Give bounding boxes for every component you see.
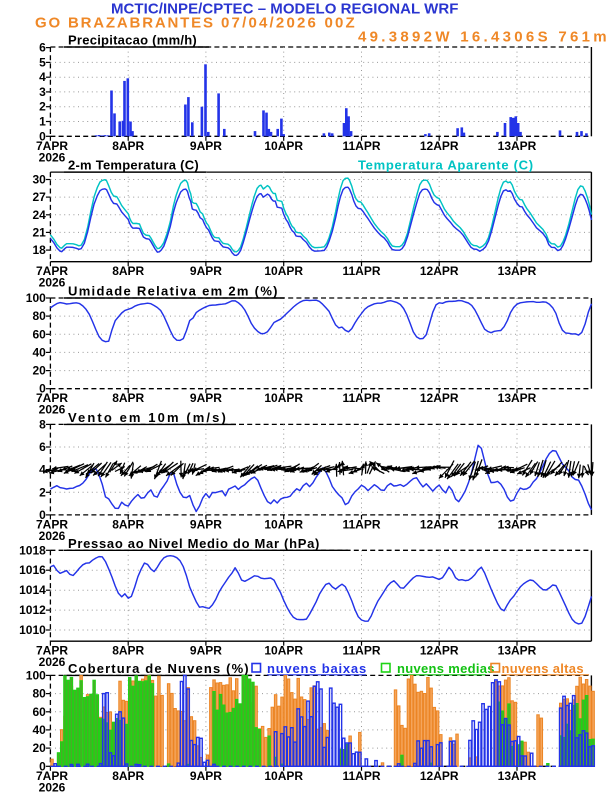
svg-text:21: 21 (32, 225, 46, 239)
svg-text:40: 40 (32, 723, 46, 737)
svg-text:GO BRAZABRANTES: GO BRAZABRANTES (35, 15, 215, 32)
svg-text:nuvens baixas: nuvens baixas (267, 661, 367, 676)
svg-text:2026: 2026 (39, 150, 66, 164)
svg-text:7APR: 7APR (36, 769, 68, 783)
svg-text:8APR: 8APR (112, 644, 144, 658)
svg-text:80: 80 (32, 687, 46, 701)
svg-text:0: 0 (39, 129, 46, 143)
svg-text:7APR: 7APR (36, 391, 68, 405)
svg-text:1010: 1010 (19, 623, 46, 637)
svg-text:7APR: 7APR (36, 139, 68, 153)
svg-text:13APR: 13APR (498, 139, 537, 153)
svg-text:07/04/2026 00Z: 07/04/2026 00Z (221, 15, 357, 32)
svg-text:10APR: 10APR (264, 644, 303, 658)
svg-text:11APR: 11APR (342, 644, 380, 658)
svg-text:3: 3 (39, 85, 46, 99)
svg-text:Cobertura de Nuvens (%): Cobertura de Nuvens (%) (68, 661, 250, 676)
svg-text:0: 0 (39, 759, 46, 773)
svg-text:10APR: 10APR (264, 139, 303, 153)
svg-text:8APR: 8APR (112, 391, 144, 405)
svg-text:10APR: 10APR (264, 769, 303, 783)
svg-text:Vento em 10m (m/s): Vento em 10m (m/s) (68, 410, 228, 425)
svg-text:0: 0 (39, 508, 46, 522)
svg-text:40: 40 (32, 345, 46, 359)
svg-text:80: 80 (32, 309, 46, 323)
svg-text:2026: 2026 (39, 529, 66, 543)
svg-text:9APR: 9APR (190, 139, 222, 153)
svg-text:Umidade Relativa em 2m (%): Umidade Relativa em 2m (%) (68, 284, 279, 299)
svg-text:5: 5 (39, 55, 46, 69)
svg-text:13APR: 13APR (498, 769, 537, 783)
svg-text:13APR: 13APR (498, 644, 537, 658)
svg-text:1012: 1012 (19, 603, 46, 617)
svg-text:11APR: 11APR (342, 391, 380, 405)
svg-text:4: 4 (39, 463, 46, 477)
svg-text:2: 2 (39, 485, 46, 499)
svg-text:12APR: 12APR (420, 139, 459, 153)
svg-text:2026: 2026 (39, 780, 66, 792)
svg-text:12APR: 12APR (420, 517, 459, 531)
svg-text:Precipitacao (mm/h): Precipitacao (mm/h) (68, 33, 197, 48)
svg-text:11APR: 11APR (342, 264, 380, 278)
svg-text:9APR: 9APR (190, 264, 222, 278)
svg-text:13APR: 13APR (498, 264, 537, 278)
svg-text:2-m Temperatura (C): 2-m Temperatura (C) (68, 158, 199, 173)
svg-text:6: 6 (39, 440, 46, 454)
svg-text:24: 24 (32, 208, 46, 222)
svg-text:2026: 2026 (39, 276, 66, 290)
svg-text:1014: 1014 (19, 583, 46, 597)
svg-text:9APR: 9APR (190, 517, 222, 531)
svg-text:11APR: 11APR (342, 139, 380, 153)
svg-text:1: 1 (39, 115, 46, 129)
svg-text:9APR: 9APR (190, 644, 222, 658)
svg-text:2026: 2026 (39, 655, 66, 669)
svg-text:8APR: 8APR (112, 769, 144, 783)
svg-text:12APR: 12APR (420, 264, 459, 278)
svg-text:13APR: 13APR (498, 391, 537, 405)
svg-text:12APR: 12APR (420, 644, 459, 658)
svg-text:7APR: 7APR (36, 644, 68, 658)
svg-text:8APR: 8APR (112, 264, 144, 278)
svg-text:11APR: 11APR (342, 769, 380, 783)
svg-text:27: 27 (32, 190, 46, 204)
svg-text:10APR: 10APR (264, 391, 303, 405)
svg-text:100: 100 (26, 668, 46, 682)
svg-text:4: 4 (39, 70, 46, 84)
svg-text:2026: 2026 (39, 403, 66, 417)
svg-text:60: 60 (32, 327, 46, 341)
svg-text:100: 100 (26, 291, 46, 305)
svg-text:MCTIC/INPE/CPTEC – MODELO REGI: MCTIC/INPE/CPTEC – MODELO REGIONAL WRF (111, 1, 458, 18)
svg-text:18: 18 (32, 243, 46, 257)
svg-text:Pressao ao Nivel Medio do Mar: Pressao ao Nivel Medio do Mar (hPa) (68, 536, 320, 551)
svg-text:nuvens medias: nuvens medias (397, 661, 495, 676)
svg-text:1016: 1016 (19, 563, 46, 577)
svg-text:10APR: 10APR (264, 264, 303, 278)
svg-text:20: 20 (32, 364, 46, 378)
svg-text:9APR: 9APR (190, 391, 222, 405)
svg-text:Temperatura Aparente (C): Temperatura Aparente (C) (358, 158, 534, 173)
svg-text:60: 60 (32, 705, 46, 719)
svg-text:6: 6 (39, 41, 46, 55)
svg-text:20: 20 (32, 741, 46, 755)
svg-text:11APR: 11APR (342, 517, 380, 531)
svg-text:49.3892W 16.4306S 761m: 49.3892W 16.4306S 761m (358, 29, 610, 46)
svg-text:8APR: 8APR (112, 139, 144, 153)
svg-text:12APR: 12APR (420, 769, 459, 783)
svg-text:10APR: 10APR (264, 517, 303, 531)
svg-text:1018: 1018 (19, 543, 46, 557)
svg-text:7APR: 7APR (36, 264, 68, 278)
svg-text:8: 8 (39, 417, 46, 431)
svg-text:9APR: 9APR (190, 769, 222, 783)
svg-text:7APR: 7APR (36, 517, 68, 531)
svg-text:2: 2 (39, 100, 46, 114)
svg-text:8APR: 8APR (112, 517, 144, 531)
svg-text:nuvens altas: nuvens altas (502, 661, 584, 676)
svg-text:30: 30 (32, 173, 46, 187)
svg-text:12APR: 12APR (420, 391, 459, 405)
svg-text:0: 0 (39, 382, 46, 396)
svg-text:13APR: 13APR (498, 517, 537, 531)
